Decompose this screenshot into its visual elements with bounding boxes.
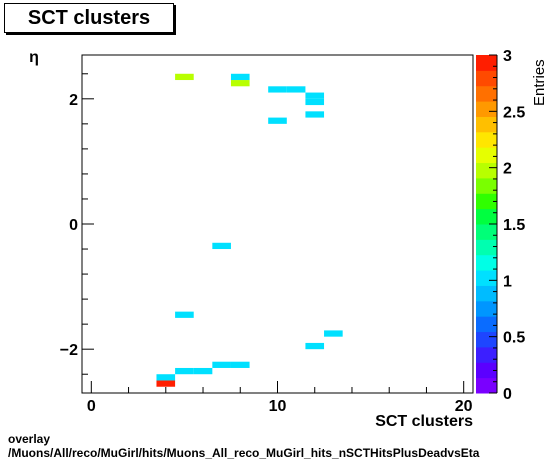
z-tick-label: 0 [503,386,512,403]
heatmap-cell [175,311,194,318]
color-scale-band [476,300,497,317]
heatmap-cell [193,367,213,375]
x-tick-label: 20 [455,398,473,415]
heatmap-cell [305,92,325,99]
heatmap-cell [230,73,250,81]
heatmap-cell [268,86,287,93]
color-scale-band [476,377,497,394]
heatmap-cell [212,242,231,250]
footer-overlay-label: overlay [8,432,51,446]
color-scale-band [476,224,497,240]
y-tick-label: 2 [69,92,78,109]
color-scale-band [476,70,497,87]
color-scale-band [476,116,497,133]
color-scale: 0 0.5 1 1.5 2 2.5 3 [476,48,525,403]
heatmap-cell [156,380,176,387]
y-axis-title: η [29,49,39,66]
color-scale-band [476,193,497,210]
chart-title-box: SCT clusters [4,3,174,33]
color-scale-band [476,346,497,363]
z-tick-label: 3 [503,48,512,65]
heatmap-cell [286,86,306,93]
color-scale-band [476,208,497,225]
color-scale-band [476,362,497,379]
x-tick-label: 10 [269,398,287,415]
z-tick-label: 1.5 [503,217,525,234]
heatmap-cell [230,361,250,368]
z-tick-label: 0.5 [503,330,525,347]
color-scale-band [476,131,497,148]
heatmap-cell [175,73,194,81]
color-scale-band [476,85,497,102]
y-tick-label: −2 [60,342,78,359]
plot-frame [81,54,474,394]
z-tick-label: 1 [503,273,512,290]
color-scale-band [476,177,497,194]
color-scale-band [476,316,497,333]
x-axis-title: SCT clusters [375,413,473,430]
color-scale-band [476,270,497,286]
z-tick-label: 2 [503,161,512,178]
heatmap-cell [268,117,287,124]
heatmap-cell [305,342,325,350]
x-tick-label: 0 [87,398,96,415]
axes: 0 10 20 −2 0 2 [60,73,473,415]
color-scale-band [476,239,497,256]
color-scale-band [476,55,497,71]
heatmap-cell [324,330,343,337]
footer-path-label: /Muons/All/reco/MuGirl/hits/Muons_All_re… [8,446,480,460]
chart-title: SCT clusters [27,7,151,29]
heatmap-cell [156,374,176,381]
heatmap-cells [156,73,343,387]
z-axis-title: Entries [531,59,546,106]
z-tick-label: 2.5 [503,104,525,121]
color-scale-band [476,254,497,271]
color-scale-band [476,162,497,179]
heatmap-cell [230,80,250,87]
heatmap-cell [175,367,194,375]
heatmap-cell [305,98,325,106]
color-scale-band [476,101,497,117]
color-scale-band [476,147,497,164]
heatmap-cell [212,361,231,368]
y-tick-label: 0 [69,217,78,234]
color-scale-band [476,285,497,302]
heatmap-cell [305,111,325,118]
color-scale-band [476,331,497,348]
